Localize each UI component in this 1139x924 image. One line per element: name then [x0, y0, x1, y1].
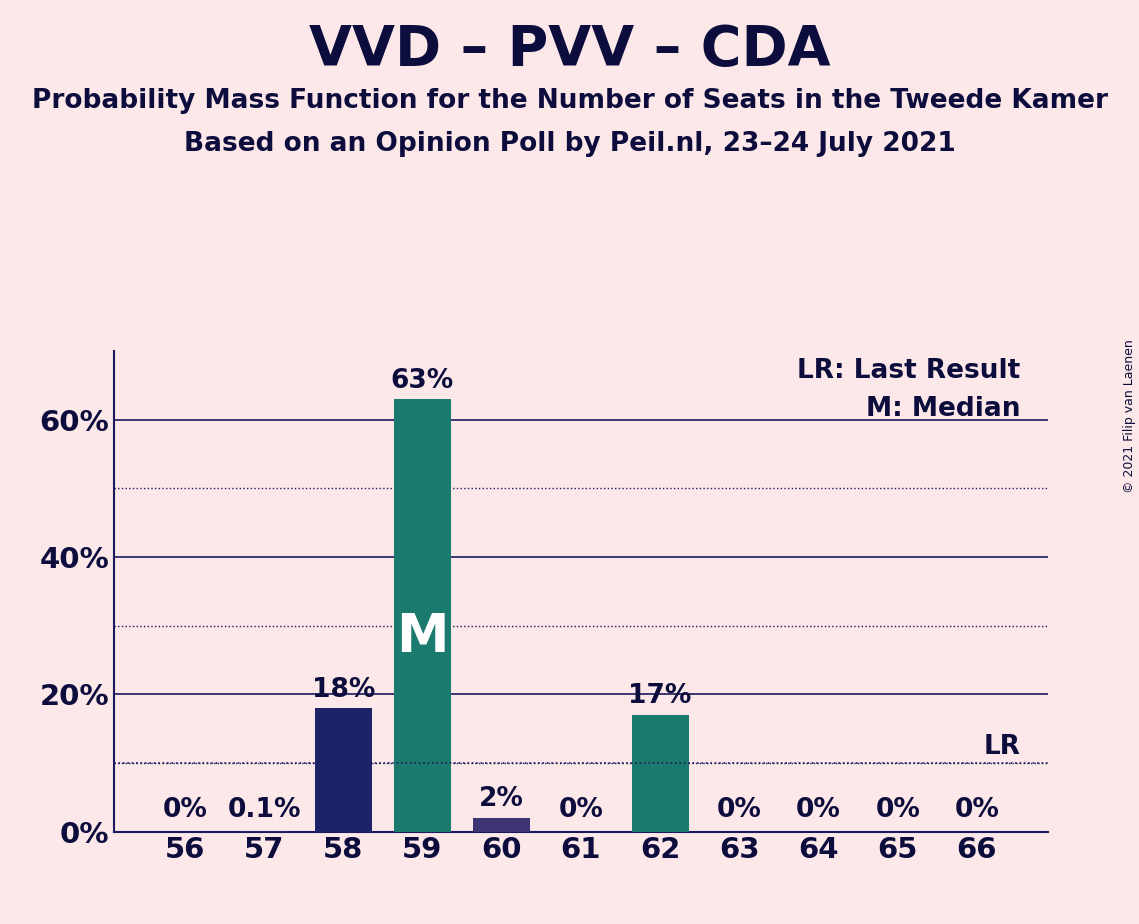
- Text: 0%: 0%: [163, 797, 207, 823]
- Text: 0%: 0%: [875, 797, 920, 823]
- Text: 0.1%: 0.1%: [228, 797, 301, 823]
- Text: 0%: 0%: [558, 797, 604, 823]
- Bar: [314, 708, 371, 832]
- Text: 0%: 0%: [954, 797, 999, 823]
- Bar: [394, 399, 451, 832]
- Text: © 2021 Filip van Laenen: © 2021 Filip van Laenen: [1123, 339, 1137, 492]
- Text: Based on an Opinion Poll by Peil.nl, 23–24 July 2021: Based on an Opinion Poll by Peil.nl, 23–…: [183, 131, 956, 157]
- Bar: [632, 715, 689, 832]
- Text: 17%: 17%: [629, 684, 691, 710]
- Text: M: Median: M: Median: [866, 395, 1021, 421]
- Text: 0%: 0%: [716, 797, 762, 823]
- Text: Probability Mass Function for the Number of Seats in the Tweede Kamer: Probability Mass Function for the Number…: [32, 88, 1107, 114]
- Text: 63%: 63%: [391, 368, 454, 394]
- Text: LR: Last Result: LR: Last Result: [797, 358, 1021, 384]
- Text: 0%: 0%: [796, 797, 841, 823]
- Text: 18%: 18%: [312, 676, 375, 702]
- Text: VVD – PVV – CDA: VVD – PVV – CDA: [309, 23, 830, 77]
- Text: M: M: [396, 611, 449, 663]
- Text: 2%: 2%: [480, 786, 524, 812]
- Bar: [473, 818, 530, 832]
- Text: LR: LR: [983, 734, 1021, 760]
